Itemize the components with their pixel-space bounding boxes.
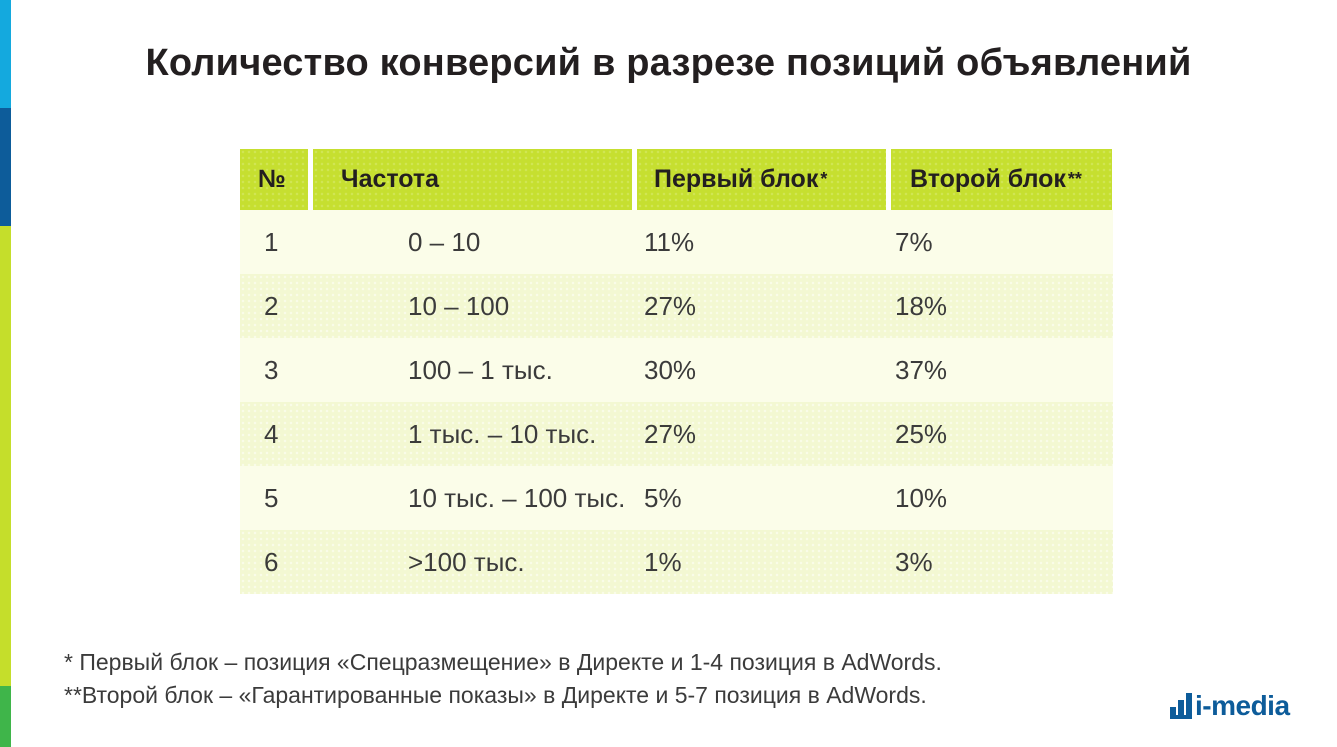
stripe-segment-navy xyxy=(0,108,11,226)
row-num: 2 xyxy=(264,290,279,321)
row-frequency: 10 – 100 xyxy=(408,290,510,321)
imedia-logo: i-media xyxy=(1170,690,1290,722)
header-num-label: № xyxy=(258,165,286,193)
row-frequency: 1 тыс. – 10 тыс. xyxy=(408,418,597,449)
stripe-segment-lime xyxy=(0,226,11,686)
conversion-table: № Частота Первый блок * Второй блок ** 1 0… xyxy=(240,149,1113,594)
row-num: 6 xyxy=(264,546,279,577)
stripe-segment-cyan xyxy=(0,0,11,108)
row-second-block: 25% xyxy=(895,418,948,449)
row-second-block: 7% xyxy=(895,226,933,257)
table-row: 1 0 – 10 11% 7% xyxy=(240,210,1113,274)
header-num: № xyxy=(240,149,308,210)
header-second-block-label: Второй блок xyxy=(910,165,1066,193)
slide-title: Количество конверсий в разрезе позиций о… xyxy=(145,42,1192,84)
side-color-stripe xyxy=(0,0,11,747)
header-first-block: Первый блок * xyxy=(637,149,886,210)
table-row: 6 >100 тыс. 1% 3% xyxy=(240,530,1113,594)
row-first-block: 30% xyxy=(644,354,697,385)
row-frequency: 0 – 10 xyxy=(408,226,481,257)
row-num: 1 xyxy=(264,226,279,257)
footnote-first-block: * Первый блок – позиция «Спецразмещение»… xyxy=(64,649,942,675)
row-second-block: 18% xyxy=(895,290,948,321)
table-row: 2 10 – 100 27% 18% xyxy=(240,274,1113,338)
header-frequency: Частота xyxy=(313,149,632,210)
imedia-logo-text: i-media xyxy=(1195,690,1290,721)
row-first-block: 1% xyxy=(644,546,682,577)
row-num: 4 xyxy=(264,418,279,449)
row-second-block: 10% xyxy=(895,482,948,513)
row-first-block: 11% xyxy=(644,226,695,257)
header-frequency-label: Частота xyxy=(341,165,440,193)
row-frequency: >100 тыс. xyxy=(408,546,525,577)
imedia-logo-mark-icon xyxy=(1170,693,1192,719)
row-num: 5 xyxy=(264,482,279,513)
header-second-block: Второй блок ** xyxy=(891,149,1112,210)
footnote-second-block: **Второй блок – «Гарантированные показы»… xyxy=(64,682,927,708)
table-row: 4 1 тыс. – 10 тыс. 27% 25% xyxy=(240,402,1113,466)
row-frequency: 100 – 1 тыс. xyxy=(408,354,553,385)
row-second-block: 37% xyxy=(895,354,948,385)
header-first-block-footnote-mark: * xyxy=(820,169,828,189)
table-row: 5 10 тыс. – 100 тыс. 5% 10% xyxy=(240,466,1113,530)
row-frequency: 10 тыс. – 100 тыс. xyxy=(408,482,626,513)
row-second-block: 3% xyxy=(895,546,933,577)
row-first-block: 27% xyxy=(644,290,697,321)
row-first-block: 27% xyxy=(644,418,697,449)
row-first-block: 5% xyxy=(644,482,682,513)
row-num: 3 xyxy=(264,354,279,385)
header-first-block-label: Первый блок xyxy=(654,165,819,193)
table-header-row: № Частота Первый блок * Второй блок ** xyxy=(240,149,1113,210)
header-second-block-footnote-mark: ** xyxy=(1067,169,1082,189)
table-row: 3 100 – 1 тыс. 30% 37% xyxy=(240,338,1113,402)
stripe-segment-green xyxy=(0,686,11,747)
